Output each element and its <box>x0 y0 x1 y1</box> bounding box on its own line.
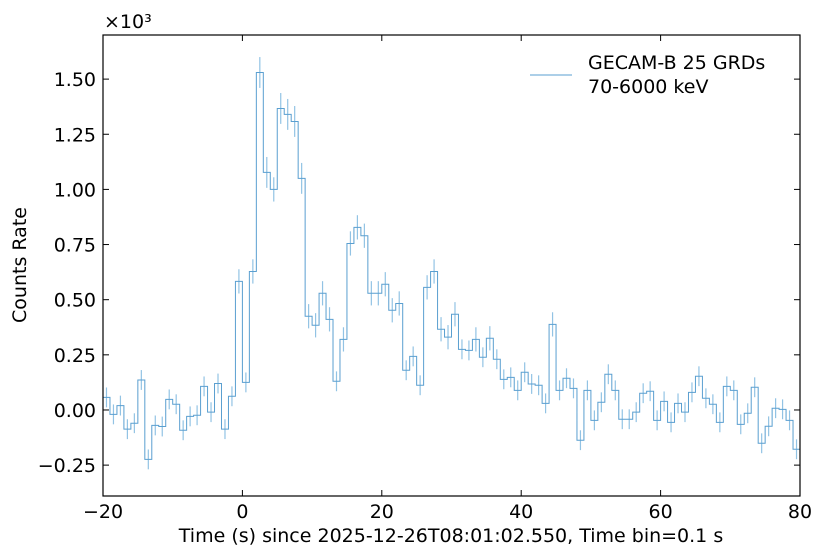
axis-ticks: −20 0 20 40 60 80 −0.25 0.00 0.25 0.50 0.75 1.00 1.2… <box>38 35 812 523</box>
legend: GECAM-B 25 GRDs 70-6000 keV <box>530 52 765 98</box>
x-tick-label: 40 <box>509 501 533 523</box>
y-tick-label: 1.00 <box>54 179 96 201</box>
x-tick-label: 0 <box>236 501 248 523</box>
y-axis-label: Counts Rate <box>9 207 31 323</box>
y-tick-label: 0.25 <box>54 345 96 367</box>
legend-entry-1: 70-6000 keV <box>588 76 708 98</box>
y-tick-label: 0.75 <box>54 235 96 257</box>
y-tick-label: 1.50 <box>54 69 96 91</box>
y-tick-label: 0.00 <box>54 400 96 422</box>
y-tick-label: 0.50 <box>54 290 96 312</box>
plot-frame <box>102 34 801 497</box>
legend-entry-0: GECAM-B 25 GRDs <box>588 52 765 74</box>
y-tick-label: 1.25 <box>54 124 96 146</box>
y-offset-text: ×10³ <box>104 11 152 33</box>
light-curve-step <box>103 71 800 460</box>
x-tick-label: 80 <box>788 501 812 523</box>
y-tick-label: −0.25 <box>38 455 96 477</box>
plot-marks <box>103 57 800 470</box>
x-tick-label: −20 <box>83 501 123 523</box>
x-tick-label: 60 <box>649 501 673 523</box>
x-tick-label: 20 <box>370 501 394 523</box>
x-axis-label: Time (s) since 2025-12-26T08:01:02.550, … <box>178 525 723 547</box>
